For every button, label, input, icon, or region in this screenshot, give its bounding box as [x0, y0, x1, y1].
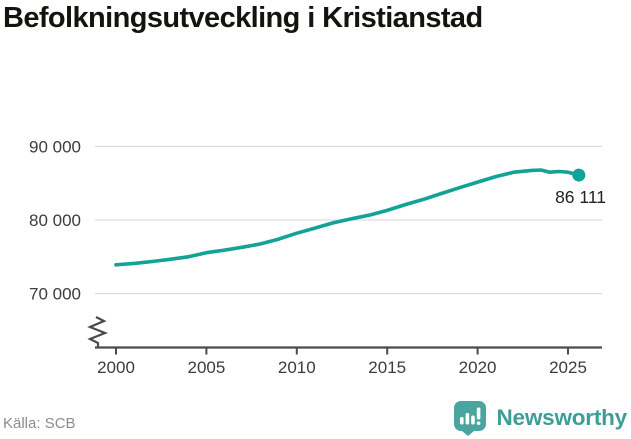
x-tick-label: 2000 — [97, 358, 135, 377]
y-tick-label: 80 000 — [29, 211, 81, 230]
y-tick-label: 90 000 — [29, 138, 81, 157]
y-tick-label: 70 000 — [29, 285, 81, 304]
x-tick-label: 2025 — [549, 358, 587, 377]
axis-break-icon — [87, 316, 108, 347]
newsworthy-speech-bubble-chart-icon — [453, 400, 487, 436]
newsworthy-wordmark: Newsworthy — [496, 405, 627, 430]
chart-title: Befolkningsutveckling i Kristianstad — [3, 2, 483, 34]
end-point-dot — [572, 168, 586, 182]
source-text: Källa: SCB — [3, 415, 76, 432]
x-tick-label: 2005 — [187, 358, 225, 377]
x-tick-label: 2015 — [368, 358, 406, 377]
x-tick-label: 2010 — [278, 358, 316, 377]
end-point-value-label: 86 111 — [555, 187, 606, 207]
population-line — [114, 168, 581, 267]
x-tick-label: 2020 — [459, 358, 497, 377]
newsworthy-logo: Newsworthy — [453, 400, 627, 436]
